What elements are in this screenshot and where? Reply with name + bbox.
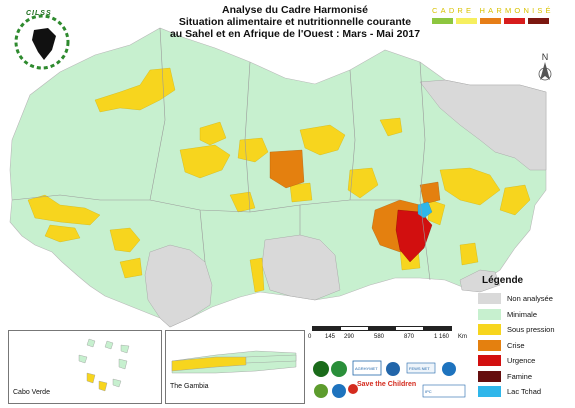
legend-item-non-analysee: Non analysée (478, 291, 573, 307)
scale-labels: 0 145 290 580 870 1 160 Km (308, 334, 468, 344)
legend-label: Minimale (507, 309, 538, 319)
scale-tick: 1 160 (434, 334, 450, 340)
legend-label: Urgence (507, 356, 536, 366)
legend-label: Lac Tchad (507, 387, 542, 397)
agrhymet-label: AGRHYMET (355, 366, 378, 371)
legend-item-lac-tchad: Lac Tchad (478, 384, 573, 400)
fews-label: FEWS NET (409, 366, 430, 371)
north-letter: N (542, 52, 549, 62)
ipc-label: IPC (425, 389, 432, 394)
scale-tick: 870 (404, 334, 415, 340)
legend-swatch (478, 324, 501, 336)
north-arrow-icon: N (534, 50, 556, 90)
legend-label: Sous pression (507, 325, 555, 335)
phase-color-5 (528, 18, 549, 24)
legend-item-crise: Crise (478, 338, 573, 354)
partner-emblems (313, 360, 466, 398)
partner-logos: FEWS NET IPC AGRHYMET Save the Children (309, 357, 471, 401)
legend-title: Légende (482, 275, 524, 286)
gambia-map (171, 350, 297, 374)
legend-label: Crise (507, 340, 525, 350)
legend: Légende Non analysée Minimale Sous press… (478, 275, 573, 400)
region-not-analysed (459, 269, 501, 293)
phase-color-3 (480, 18, 501, 24)
inset-label-cabo-verde: Cabo Verde (13, 389, 50, 396)
scale-bar-graphic (312, 326, 452, 331)
cadre-harmonise-color-bar (432, 18, 567, 24)
save-the-children-logo: Save the Children (357, 381, 417, 388)
inset-cabo-verde: Cabo Verde (8, 330, 162, 404)
scale-tick: 580 (374, 334, 385, 340)
cadre-harmonise-text: CADRE HARMONISÉ (432, 6, 554, 15)
scale-bar: 0 145 290 580 870 1 160 Km (308, 326, 468, 354)
title-line-2: Situation alimentaire et nutritionnelle … (178, 16, 412, 28)
phase-color-1 (432, 18, 453, 24)
scale-tick: 0 (308, 334, 312, 340)
legend-item-minimale: Minimale (478, 307, 573, 323)
inset-label-gambia: The Gambia (170, 383, 209, 390)
region-not-analysed (419, 79, 547, 171)
legend-item-urgence: Urgence (478, 353, 573, 369)
phase-color-2 (456, 18, 477, 24)
legend-item-famine: Famine (478, 369, 573, 385)
inset-gambia: The Gambia (165, 330, 305, 404)
legend-swatch (478, 308, 501, 320)
region-not-analysed (144, 244, 213, 328)
scale-unit: Km (458, 334, 467, 340)
legend-swatch (478, 339, 501, 351)
title-line-1: Analyse du Cadre Harmonisé (222, 4, 368, 16)
cabo-verde-islands (78, 338, 130, 392)
legend-swatch (478, 370, 501, 382)
legend-label: Famine (507, 371, 533, 381)
cilss-logo-text: CILSS (26, 10, 52, 17)
cadre-harmonise-brand: CADRE HARMONISÉ (432, 6, 567, 24)
region-not-analysed (261, 234, 341, 301)
regions-under-pressure (27, 67, 531, 293)
phase-color-4 (504, 18, 525, 24)
legend-label: Non analysée (507, 294, 553, 304)
scale-tick: 145 (325, 334, 336, 340)
map-title: Analyse du Cadre Harmonisé Situation ali… (150, 4, 440, 40)
scale-tick: 290 (344, 334, 355, 340)
legend-item-sous-pression: Sous pression (478, 322, 573, 338)
legend-swatch (478, 293, 501, 305)
title-line-3: au Sahel et en Afrique de l'Ouest : Mars… (169, 28, 421, 40)
cilss-logo: CILSS (4, 4, 76, 74)
country-borders (11, 27, 431, 281)
cilss-emblem (14, 14, 70, 70)
legend-swatch (478, 355, 501, 367)
legend-swatch (478, 386, 501, 398)
